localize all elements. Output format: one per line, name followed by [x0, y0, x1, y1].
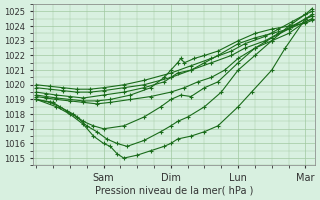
X-axis label: Pression niveau de la mer( hPa ): Pression niveau de la mer( hPa ) — [95, 186, 253, 196]
